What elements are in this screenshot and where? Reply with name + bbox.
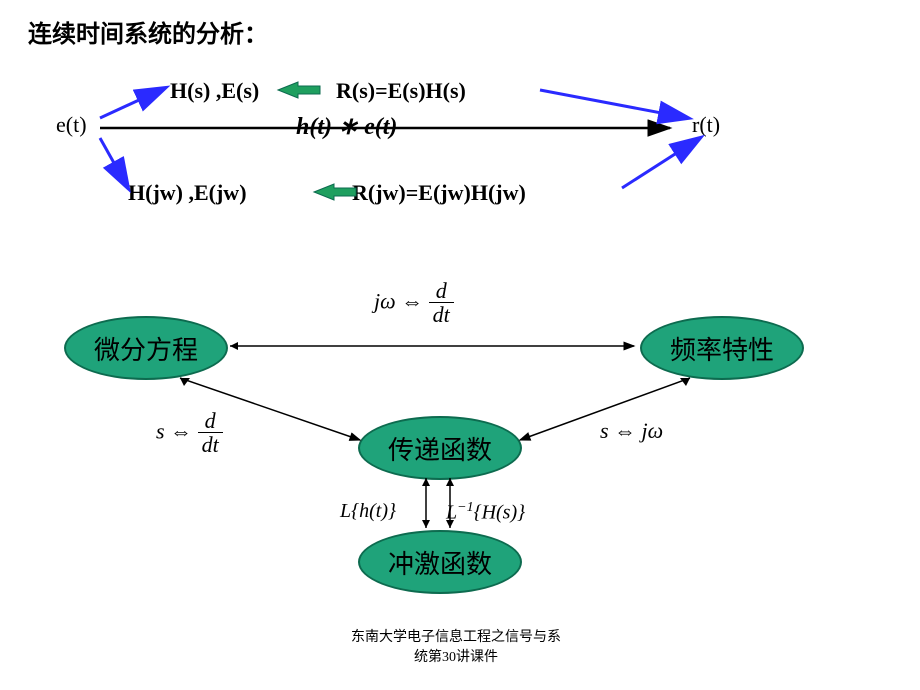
green-arrow-bottom <box>314 184 356 200</box>
footer-line1: 东南大学电子信息工程之信号与系 <box>306 626 606 646</box>
node-impulse-fn-label: 冲激函数 <box>388 544 492 581</box>
label-rs: R(s)=E(s)H(s) <box>336 78 466 104</box>
frac-den: dt <box>198 433 223 457</box>
label-hjw: H(jw) ,E(jw) <box>128 180 247 206</box>
frac-num: d <box>429 280 454 303</box>
arrow-et-to-hs <box>100 88 165 118</box>
label-rt: r(t) <box>692 112 720 138</box>
page-title: 连续时间系统的分析： <box>28 14 268 49</box>
edge-label-L: L{h(t)} <box>340 500 396 523</box>
edge-diffeq-freq-start <box>230 342 238 350</box>
edge-Linv-sup: −1 <box>457 500 473 515</box>
frac-den: dt <box>429 303 454 327</box>
edge-Linv-L: L <box>446 502 457 524</box>
label-et: e(t) <box>56 112 87 138</box>
node-transfer-fn: 传递函数 <box>358 416 522 480</box>
frac-icon: ddt <box>198 410 223 457</box>
node-diff-eq: 微分方程 <box>64 316 228 380</box>
edge-label-Linv: L−1{H(s)} <box>446 500 525 525</box>
node-impulse-fn: 冲激函数 <box>358 530 522 594</box>
edge-s-text: s ⇔ <box>156 419 192 444</box>
edge-jw-text: jω ⇔ <box>374 289 423 314</box>
arrow-rjw-to-rt <box>622 138 700 188</box>
footer-text: 东南大学电子信息工程之信号与系 统第30讲课件 <box>306 626 606 666</box>
node-transfer-fn-label: 传递函数 <box>388 430 492 467</box>
label-hs-es: H(s) ,E(s) <box>170 78 330 104</box>
arrow-rs-to-rt <box>540 90 688 118</box>
node-freq-char-label: 频率特性 <box>670 330 774 367</box>
edge-freq-transfer-start <box>680 378 690 386</box>
arrow-et-to-hjw <box>100 138 128 188</box>
frac-num: d <box>198 410 223 433</box>
label-rjw: R(jw)=E(jw)H(jw) <box>352 180 526 206</box>
edge-label-jw-ddt: jω ⇔ ddt <box>374 280 454 327</box>
frac-icon: ddt <box>429 280 454 327</box>
edge-label-s-ddt: s ⇔ ddt <box>156 410 223 457</box>
label-conv: h(t) ∗ e(t) <box>296 112 397 141</box>
footer-line2: 统第30讲课件 <box>306 646 606 666</box>
arrowhead-down-1 <box>422 520 430 528</box>
edge-label-s-jw: s ⇔ jω <box>600 418 663 444</box>
node-freq-char: 频率特性 <box>640 316 804 380</box>
edge-diffeq-transfer-start <box>180 378 190 386</box>
node-diff-eq-label: 微分方程 <box>94 330 198 367</box>
edge-Linv-rest: {H(s)} <box>474 502 526 524</box>
